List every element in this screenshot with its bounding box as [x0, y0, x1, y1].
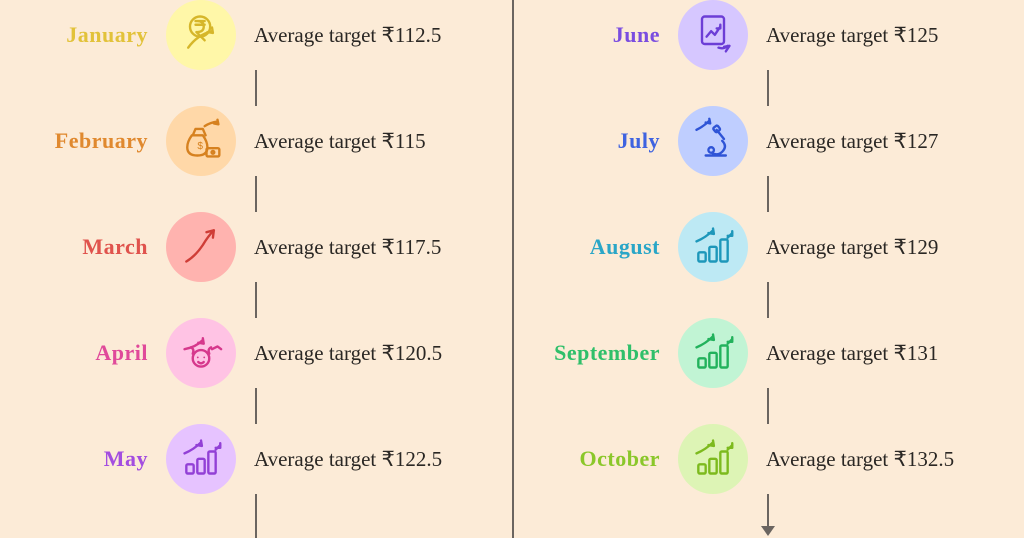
rupee-symbol: ₹ — [894, 342, 907, 365]
month-row: April Average target ₹120.5 — [0, 318, 512, 388]
target-prefix: Average target — [254, 235, 382, 259]
rupee-symbol: ₹ — [382, 448, 395, 471]
timeline-connector — [255, 282, 257, 318]
target-prefix: Average target — [254, 447, 382, 471]
month-icon-circle: $ — [166, 106, 236, 176]
target-value: 129 — [907, 235, 939, 259]
target-label: Average target ₹125 — [748, 23, 1008, 48]
microscope-chart-icon — [691, 117, 735, 166]
target-value: 112.5 — [395, 23, 441, 47]
rupee-symbol: ₹ — [382, 342, 395, 365]
left-column: January Average target ₹112.5 February $ … — [0, 0, 512, 538]
target-value: 115 — [395, 129, 426, 153]
target-label: Average target ₹112.5 — [236, 23, 496, 48]
timeline-connector — [767, 282, 769, 318]
month-row: June Average target ₹125 — [512, 0, 1024, 70]
month-icon-circle — [166, 0, 236, 70]
svg-text:$: $ — [197, 141, 203, 152]
month-label: January — [16, 22, 166, 48]
month-row: September Average target ₹131 — [512, 318, 1024, 388]
rupee-symbol: ₹ — [894, 236, 907, 259]
month-icon-circle — [166, 424, 236, 494]
month-label: May — [16, 446, 166, 472]
target-prefix: Average target — [254, 23, 382, 47]
month-label: February — [16, 128, 166, 154]
bars-growth-icon — [691, 223, 735, 272]
month-icon-circle — [678, 212, 748, 282]
month-icon-circle — [678, 318, 748, 388]
target-prefix: Average target — [254, 341, 382, 365]
timeline-arrow-down-icon — [761, 526, 775, 536]
rupee-symbol: ₹ — [382, 24, 395, 47]
target-prefix: Average target — [766, 235, 894, 259]
target-label: Average target ₹122.5 — [236, 447, 496, 472]
month-label: March — [16, 234, 166, 260]
month-row: January Average target ₹112.5 — [0, 0, 512, 70]
bull-chart-icon — [179, 329, 223, 378]
month-label: July — [528, 128, 678, 154]
month-icon-circle — [166, 212, 236, 282]
month-row: March Average target ₹117.5 — [0, 212, 512, 282]
target-label: Average target ₹120.5 — [236, 341, 496, 366]
target-value: 117.5 — [395, 235, 441, 259]
timeline-connector — [767, 494, 769, 526]
timeline-connector — [767, 70, 769, 106]
month-icon-circle — [166, 318, 236, 388]
target-value: 132.5 — [907, 447, 954, 471]
timeline-connector — [767, 176, 769, 212]
month-label: August — [528, 234, 678, 260]
target-prefix: Average target — [766, 447, 894, 471]
month-icon-circle — [678, 0, 748, 70]
timeline-connector — [255, 176, 257, 212]
month-icon-circle — [678, 424, 748, 494]
target-label: Average target ₹131 — [748, 341, 1008, 366]
timeline-connector — [767, 388, 769, 424]
rupee-symbol: ₹ — [382, 236, 395, 259]
right-column: June Average target ₹125 July Average tar… — [512, 0, 1024, 538]
month-label: April — [16, 340, 166, 366]
bars-growth-icon — [691, 435, 735, 484]
target-label: Average target ₹117.5 — [236, 235, 496, 260]
target-prefix: Average target — [254, 129, 382, 153]
month-row: July Average target ₹127 — [512, 106, 1024, 176]
month-row: February $ Average target ₹115 — [0, 106, 512, 176]
month-row: October Average target ₹132.5 — [512, 424, 1024, 494]
target-prefix: Average target — [766, 341, 894, 365]
target-label: Average target ₹127 — [748, 129, 1008, 154]
infographic-canvas: January Average target ₹112.5 February $ … — [0, 0, 1024, 538]
timeline-connector — [255, 494, 257, 538]
rupee-symbol: ₹ — [894, 24, 907, 47]
vertical-divider — [512, 0, 514, 538]
target-value: 125 — [907, 23, 939, 47]
bars-growth-icon — [179, 435, 223, 484]
target-prefix: Average target — [766, 23, 894, 47]
month-row: May Average target ₹122.5 — [0, 424, 512, 494]
target-value: 122.5 — [395, 447, 442, 471]
target-value: 131 — [907, 341, 939, 365]
target-label: Average target ₹132.5 — [748, 447, 1008, 472]
month-row: August Average target ₹129 — [512, 212, 1024, 282]
target-label: Average target ₹115 — [236, 129, 496, 154]
target-prefix: Average target — [766, 129, 894, 153]
rupee-symbol: ₹ — [894, 448, 907, 471]
bars-growth-icon — [691, 329, 735, 378]
rupee-growth-icon — [179, 11, 223, 60]
rupee-symbol: ₹ — [382, 130, 395, 153]
target-value: 127 — [907, 129, 939, 153]
arrow-curve-icon — [179, 223, 223, 272]
timeline-connector — [255, 388, 257, 424]
moneybag-growth-icon: $ — [179, 117, 223, 166]
timeline-connector — [255, 70, 257, 106]
month-label: October — [528, 446, 678, 472]
month-label: June — [528, 22, 678, 48]
target-label: Average target ₹129 — [748, 235, 1008, 260]
rupee-symbol: ₹ — [894, 130, 907, 153]
month-label: September — [528, 340, 678, 366]
doc-chart-icon — [691, 11, 735, 60]
target-value: 120.5 — [395, 341, 442, 365]
month-icon-circle — [678, 106, 748, 176]
